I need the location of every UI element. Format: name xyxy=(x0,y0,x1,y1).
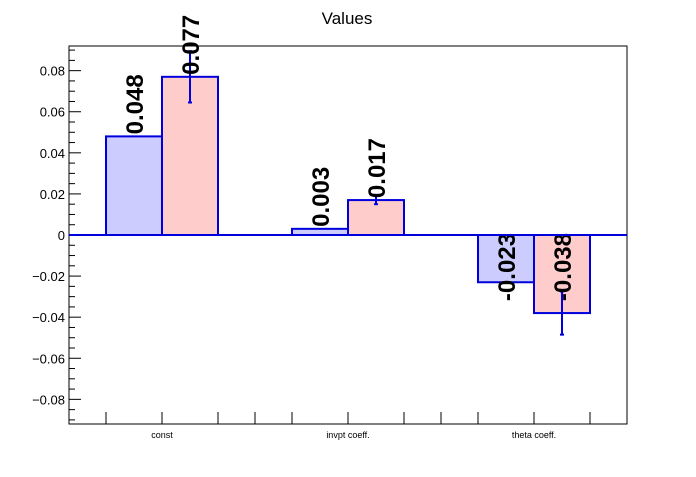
y-tick-label: −0.02 xyxy=(32,269,65,284)
y-tick-label: 0.06 xyxy=(40,105,65,120)
bar xyxy=(105,135,163,237)
y-tick-label: 0.02 xyxy=(40,187,65,202)
x-category-label: invpt coeff. xyxy=(326,430,369,440)
data-label: 0.017 xyxy=(364,138,391,198)
y-tick-label: −0.06 xyxy=(32,351,65,366)
chart-title: Values xyxy=(322,9,373,28)
data-label: 0.003 xyxy=(308,167,335,227)
x-category-label: const xyxy=(151,430,173,440)
bar xyxy=(347,199,405,236)
data-label: -0.023 xyxy=(494,233,521,301)
y-tick-label: 0.04 xyxy=(40,146,65,161)
x-category-label: theta coeff. xyxy=(512,430,556,440)
data-label: -0.038 xyxy=(550,233,577,301)
y-tick-label: −0.04 xyxy=(32,310,65,325)
bar xyxy=(477,234,535,284)
y-tick-label: 0.08 xyxy=(40,64,65,79)
bar xyxy=(533,234,591,315)
data-label: 0.048 xyxy=(122,74,149,134)
y-tick-label: 0 xyxy=(58,228,65,243)
y-tick-label: −0.08 xyxy=(32,392,65,407)
data-label: 0.077 xyxy=(178,15,205,75)
